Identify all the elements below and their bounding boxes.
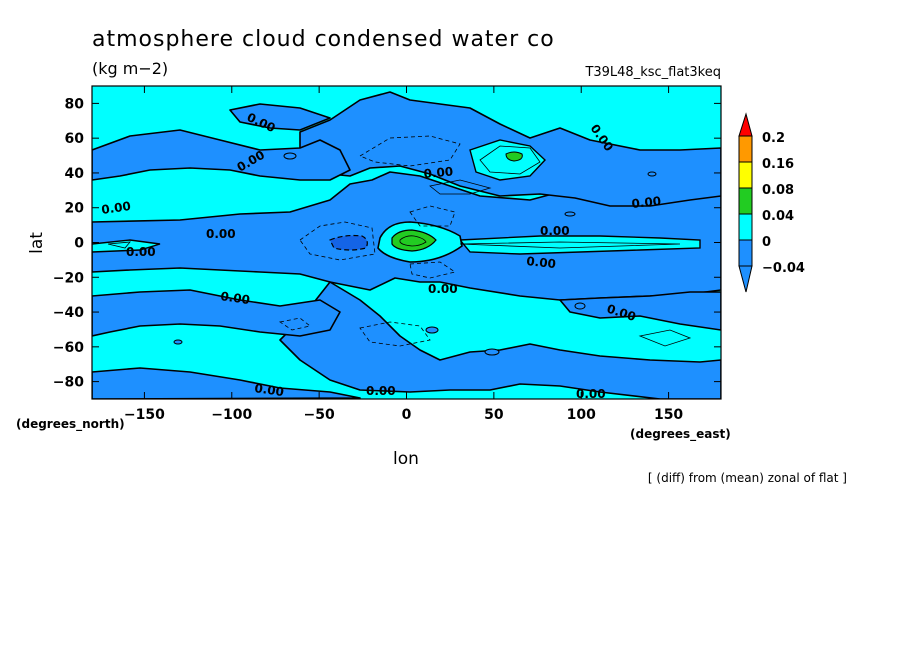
y-tick-label: −80 bbox=[53, 375, 84, 391]
colorbar-segment bbox=[738, 161, 753, 189]
colorbar-label: 0.16 bbox=[762, 157, 794, 172]
x-units-label: (degrees_east) bbox=[630, 427, 731, 442]
dashed-contour bbox=[409, 205, 456, 227]
x-tick-label: 100 bbox=[567, 407, 596, 423]
x-tick-label: 150 bbox=[654, 407, 683, 423]
x-axis-ticks: −150 −100 −50 0 50 100 150 bbox=[124, 86, 683, 423]
north-green-patch bbox=[505, 151, 523, 162]
chart-title: atmosphere cloud condensed water co bbox=[92, 27, 555, 52]
contour-label: 0.00 bbox=[576, 387, 606, 401]
contour-label: 0.00 bbox=[540, 224, 570, 238]
dark-blue-patch bbox=[329, 234, 368, 251]
colorbar-label: 0.2 bbox=[762, 131, 785, 146]
footnote: [ (diff) from (mean) zonal of flat ] bbox=[648, 471, 847, 485]
contour-labels: 0.00 0.00 0.00 0.00 0.00 0.00 0.00 0.00 … bbox=[100, 110, 662, 401]
southwest-negative-band bbox=[92, 289, 341, 337]
y-tick-label: 80 bbox=[65, 96, 85, 112]
contour-label: 0.00 bbox=[100, 199, 131, 217]
y-axis-label: lat bbox=[27, 232, 47, 254]
colorbar-label: 0.04 bbox=[762, 209, 794, 224]
island bbox=[564, 211, 576, 217]
colorbar-labels: 0.2 0.16 0.08 0.04 0 −0.04 bbox=[762, 131, 805, 276]
x-tick-label: 0 bbox=[402, 407, 412, 423]
y-units-label: (degrees_north) bbox=[16, 417, 125, 432]
colorbar-label: 0.08 bbox=[762, 183, 794, 198]
north-positive-core bbox=[505, 151, 523, 162]
island bbox=[425, 326, 439, 334]
contour-label: 0.00 bbox=[526, 254, 557, 271]
dashed-contour bbox=[278, 317, 311, 331]
dashed-contour bbox=[359, 321, 431, 347]
colorbar-label: 0 bbox=[762, 235, 771, 250]
contour-label: 0.00 bbox=[206, 227, 236, 241]
contour-label: 0.00 bbox=[366, 384, 396, 398]
colorbar bbox=[738, 112, 753, 293]
thin-contours bbox=[107, 145, 692, 347]
y-tick-label: 0 bbox=[74, 236, 84, 252]
dashed-contours bbox=[278, 135, 461, 347]
equatorial-negative-core bbox=[329, 234, 368, 251]
east-equatorial-cyan-strip bbox=[458, 235, 701, 255]
contour-label: 0.00 bbox=[428, 282, 458, 296]
colorbar-over-arrow bbox=[738, 112, 753, 137]
colorbar-segment bbox=[738, 239, 753, 267]
thin-contour bbox=[107, 241, 131, 249]
northern-negative-band bbox=[92, 129, 351, 181]
island bbox=[574, 302, 586, 310]
plot-area: 0.00 0.00 0.00 0.00 0.00 0.00 0.00 0.00 … bbox=[92, 86, 721, 401]
thin-contour bbox=[479, 145, 541, 175]
thin-contour bbox=[429, 179, 492, 195]
y-tick-label: −40 bbox=[53, 305, 84, 321]
west-equatorial-cyan-wedge bbox=[92, 239, 161, 253]
dashed-contour bbox=[409, 261, 456, 279]
contour-label: 0.00 bbox=[423, 164, 454, 181]
colorbar-label: −0.04 bbox=[762, 261, 805, 276]
small-islands bbox=[173, 152, 657, 356]
core-green bbox=[391, 229, 437, 252]
north-polar-negative bbox=[229, 103, 331, 131]
colorbar-segment bbox=[738, 187, 753, 215]
southeast-negative-band bbox=[559, 291, 721, 331]
thin-contour bbox=[459, 241, 681, 249]
run-label: T39L48_ksc_flat3keq bbox=[584, 65, 721, 80]
equatorial-positive-core bbox=[377, 221, 463, 263]
x-axis-label: lon bbox=[393, 449, 419, 469]
x-tick-label: −150 bbox=[124, 407, 165, 423]
y-tick-label: 40 bbox=[65, 166, 85, 182]
island bbox=[484, 348, 500, 356]
chart-units: (kg m−2) bbox=[92, 59, 168, 78]
colorbar-segment bbox=[738, 213, 753, 241]
y-tick-label: −60 bbox=[53, 340, 84, 356]
thin-contour bbox=[638, 329, 692, 347]
island bbox=[283, 152, 297, 160]
colorbar-segment bbox=[738, 135, 753, 163]
dashed-contour bbox=[359, 135, 461, 167]
colorbar-under-arrow bbox=[738, 265, 753, 293]
y-tick-label: 60 bbox=[65, 131, 85, 147]
contour-label: 0.00 bbox=[631, 194, 662, 211]
island bbox=[647, 171, 657, 177]
x-tick-label: 50 bbox=[484, 407, 504, 423]
y-tick-label: 20 bbox=[65, 201, 85, 217]
y-tick-label: −20 bbox=[53, 270, 84, 286]
x-tick-label: −100 bbox=[211, 407, 252, 423]
contour-label: 0.00 bbox=[126, 245, 156, 259]
y-axis-ticks: 80 60 40 20 0 −20 −40 −60 −80 bbox=[53, 96, 721, 391]
contour-label: 0.00 bbox=[254, 381, 285, 399]
x-tick-label: −50 bbox=[304, 407, 335, 423]
south-central-negative bbox=[279, 281, 721, 399]
contour-label: 0.00 bbox=[220, 289, 251, 307]
core-inner bbox=[399, 235, 427, 247]
dashed-contour bbox=[299, 221, 376, 261]
island bbox=[173, 339, 183, 345]
